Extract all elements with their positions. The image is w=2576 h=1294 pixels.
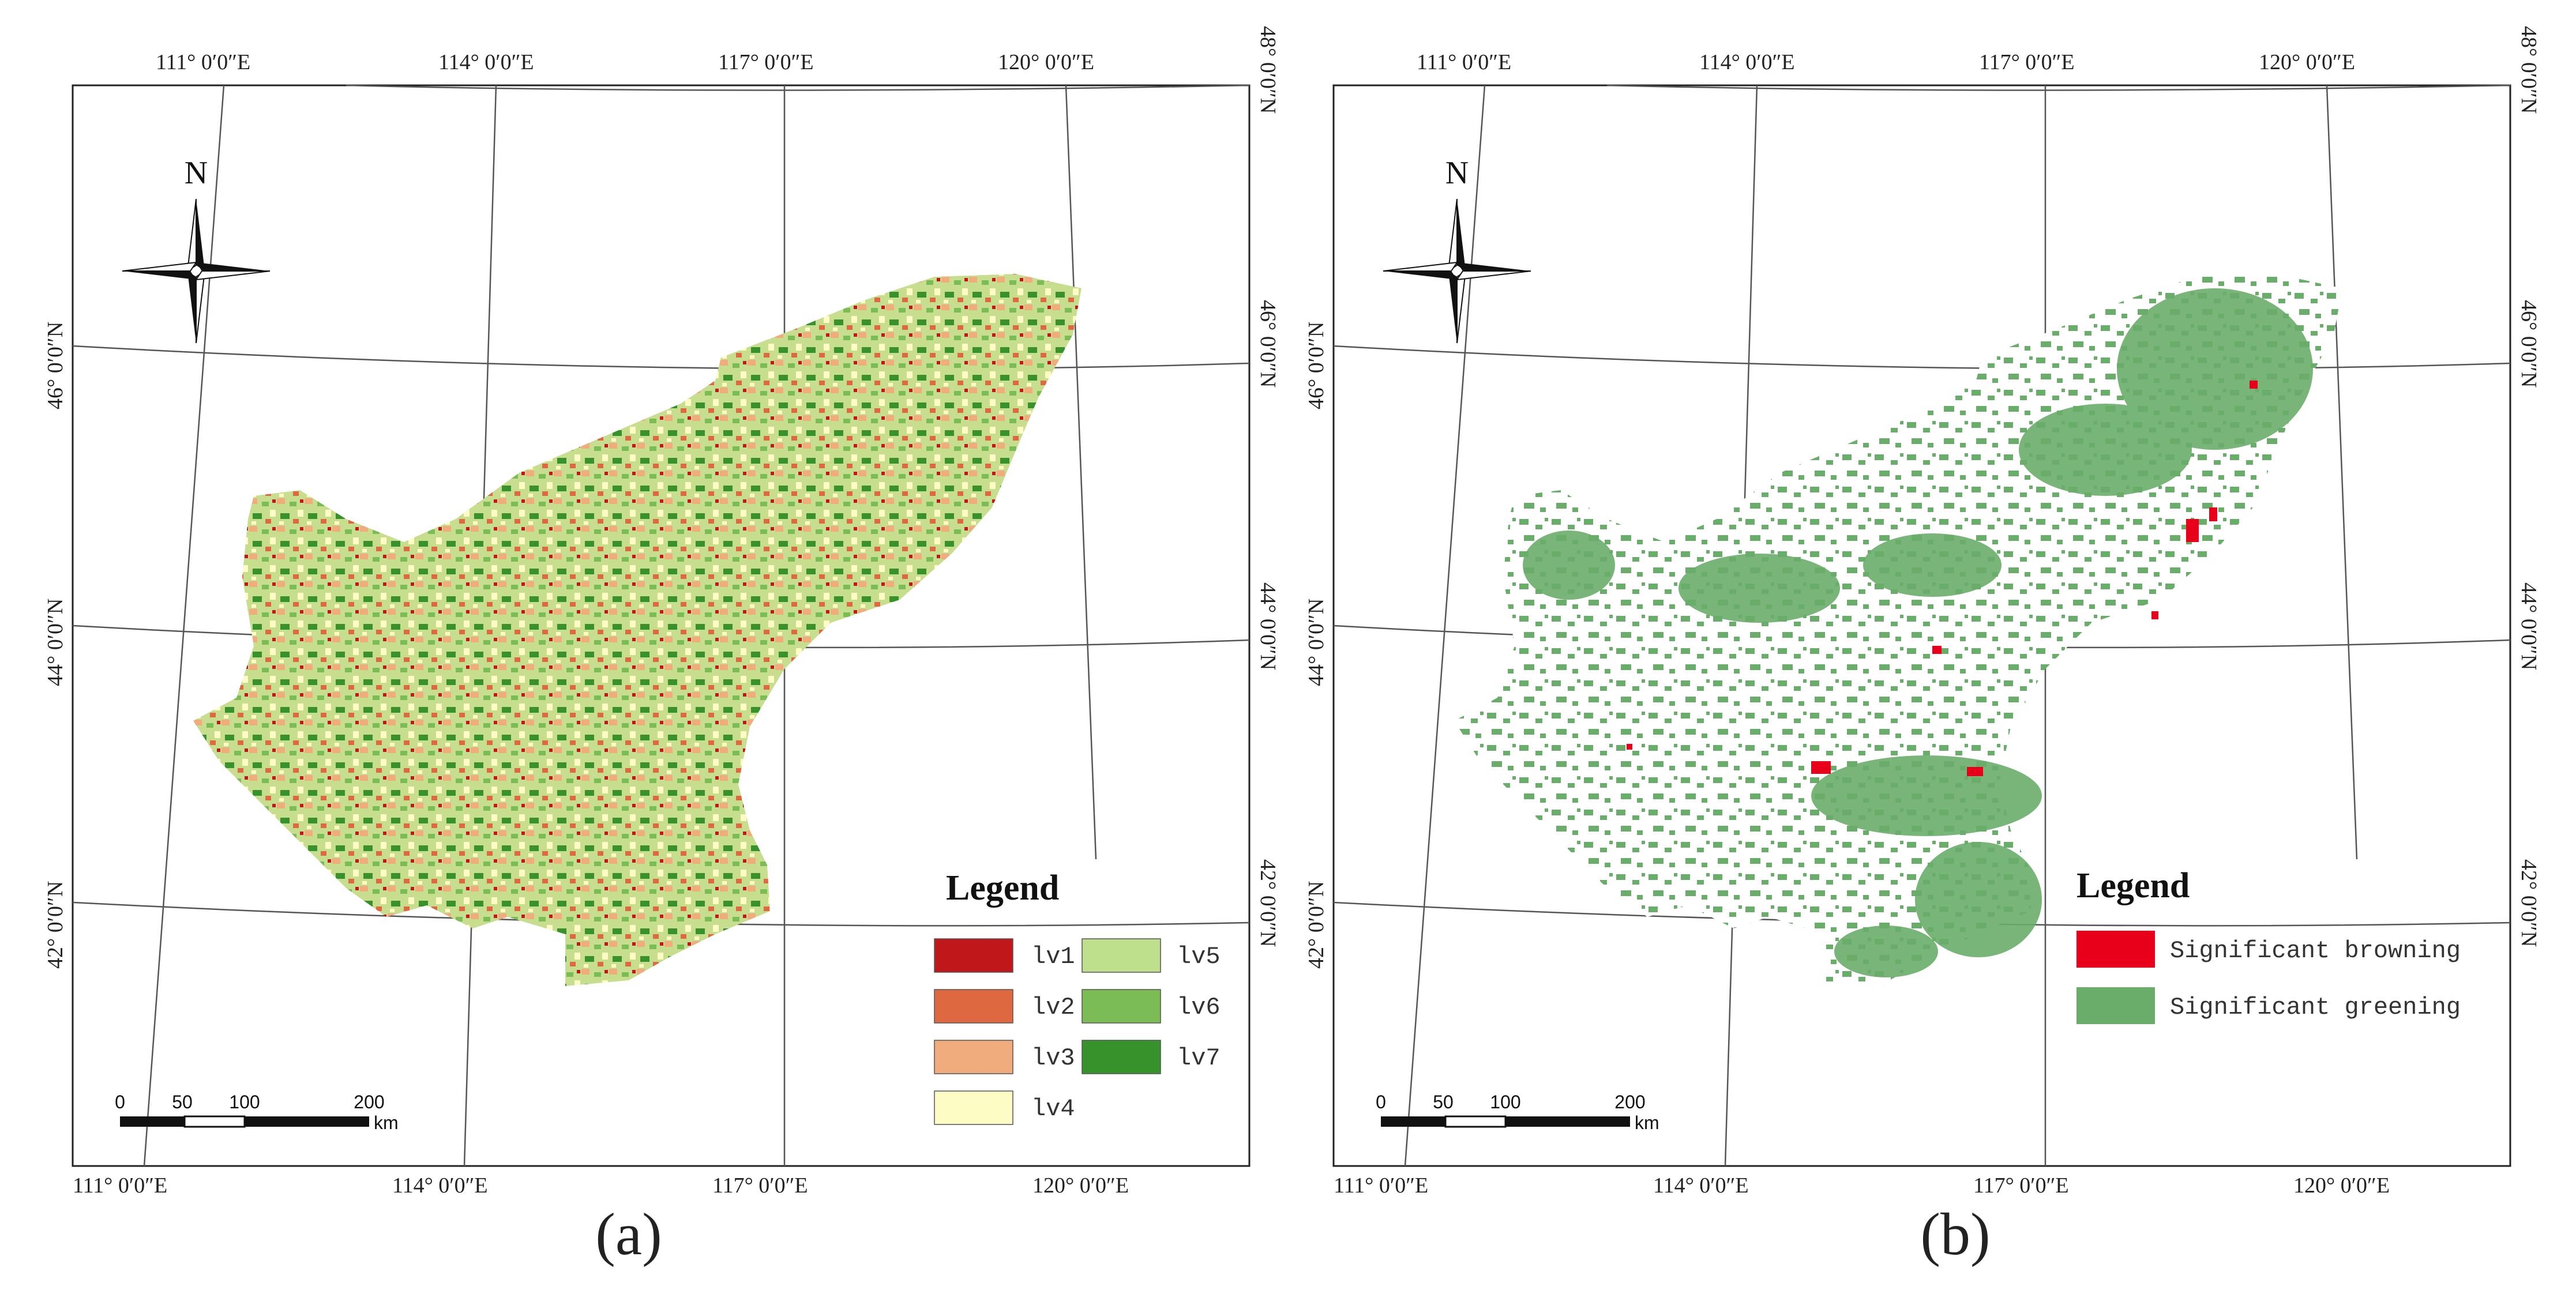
bottom-tick: 117° 0′0″E [1973,1173,2069,1198]
right-tick: 44° 0′0″N [2517,582,2541,670]
top-tick-labels: 111° 0′0″E 114° 0′0″E 117° 0′0″E 120° 0′… [1417,50,2355,74]
bottom-tick: 114° 0′0″E [1653,1173,1749,1198]
legend-swatch-lv1 [934,938,1013,973]
top-tick: 111° 0′0″E [1417,50,1511,74]
legend-label: lv2 [1031,994,1075,1021]
scale-tick: 0 [115,1092,125,1112]
panel-label: (b) [1920,1201,1990,1267]
top-tick: 114° 0′0″E [438,50,534,74]
scale-bar: 0 50 100 200 km [1376,1092,1659,1133]
panel-b: N 0 50 100 200 km Legend Significant bro… [1304,26,2541,1267]
scale-tick: 50 [172,1092,193,1112]
legend-label: lv1 [1031,943,1075,970]
right-tick-labels: 48° 0′0″N 46° 0′0″N 44° 0′0″N 42° 0′0″N [2517,26,2541,947]
right-tick: 44° 0′0″N [1256,582,1280,670]
top-tick: 117° 0′0″E [718,50,814,74]
right-tick: 46° 0′0″N [2517,300,2541,388]
right-tick: 42° 0′0″N [1256,859,1280,947]
right-tick: 46° 0′0″N [1256,300,1280,388]
legend-swatch-lv2 [934,989,1013,1024]
scale-unit: km [374,1112,399,1133]
left-tick-labels: 46° 0′0″N 44° 0′0″N 42° 0′0″N [43,322,67,969]
north-label: N [185,155,208,191]
top-tick: 117° 0′0″E [1979,50,2075,74]
legend-label: lv7 [1177,1044,1221,1072]
bottom-tick: 120° 0′0″E [2293,1173,2390,1198]
legend-label: lv4 [1031,1095,1075,1123]
scale-tick: 50 [1433,1092,1454,1112]
bottom-tick: 120° 0′0″E [1032,1173,1129,1198]
legend-title: Legend [2076,866,2190,905]
legend-swatch-lv6 [1082,989,1161,1024]
legend: Legend lv1 lv2 lv3 lv4 lv5 lv6 lv7 [934,868,1221,1125]
right-tick-labels: 48° 0′0″N 46° 0′0″N 44° 0′0″N 42° 0′0″N [1256,26,1280,947]
legend: Legend Significant browning Significant … [2076,866,2461,1024]
right-tick: 42° 0′0″N [2517,859,2541,947]
top-tick: 120° 0′0″E [998,50,1094,74]
left-tick: 44° 0′0″N [43,599,67,686]
top-tick: 114° 0′0″E [1699,50,1795,74]
scale-bar: 0 50 100 200 km [115,1092,399,1133]
legend-swatch-lv5 [1082,938,1161,973]
left-tick: 42° 0′0″N [43,881,67,969]
bottom-tick-labels: 111° 0′0″E 114° 0′0″E 117° 0′0″E 120° 0′… [1334,1173,2390,1198]
legend-swatch-lv7 [1082,1040,1161,1074]
top-tick: 111° 0′0″E [156,50,250,74]
bottom-tick-labels: 111° 0′0″E 114° 0′0″E 117° 0′0″E 120° 0′… [73,1173,1129,1198]
panel-a: N 0 50 100 200 km Legend lv1 lv2 lv3 lv4… [43,26,1280,1267]
greening-clusters [1523,288,2313,977]
legend-swatch-browning [2076,931,2155,968]
legend-title: Legend [946,868,1059,908]
left-tick: 46° 0′0″N [1304,322,1328,409]
top-tick: 120° 0′0″E [2259,50,2355,74]
scale-tick: 0 [1376,1092,1386,1112]
scale-tick: 100 [1490,1092,1520,1112]
bottom-tick: 117° 0′0″E [712,1173,808,1198]
top-tick-labels: 111° 0′0″E 114° 0′0″E 117° 0′0″E 120° 0′… [156,50,1094,74]
north-arrow: N [1383,155,1531,344]
scale-unit: km [1635,1112,1659,1133]
legend-swatch-lv3 [934,1040,1013,1074]
bottom-tick: 111° 0′0″E [1334,1173,1428,1198]
scale-tick: 200 [354,1092,384,1112]
browning-spots [1627,381,2258,776]
left-tick-labels: 46° 0′0″N 44° 0′0″N 42° 0′0″N [1304,322,1328,969]
left-tick: 42° 0′0″N [1304,881,1328,969]
study-region-a [193,274,1082,986]
panel-label: (a) [595,1201,662,1267]
legend-label: Significant greening [2170,994,2461,1021]
north-label: N [1445,155,1469,191]
legend-label: Significant browning [2170,937,2461,965]
legend-swatch-greening [2076,987,2155,1024]
scale-tick: 200 [1614,1092,1645,1112]
right-tick: 48° 0′0″N [1256,26,1280,114]
bottom-tick: 111° 0′0″E [73,1173,167,1198]
legend-swatch-lv4 [934,1090,1013,1125]
left-tick: 44° 0′0″N [1304,599,1328,686]
bottom-tick: 114° 0′0″E [392,1173,488,1198]
north-arrow: N [122,155,271,344]
legend-label: lv5 [1177,943,1221,970]
legend-label: lv6 [1177,994,1221,1021]
scale-tick: 100 [229,1092,260,1112]
legend-label: lv3 [1031,1044,1075,1072]
right-tick: 48° 0′0″N [2517,26,2541,114]
left-tick: 46° 0′0″N [43,322,67,409]
